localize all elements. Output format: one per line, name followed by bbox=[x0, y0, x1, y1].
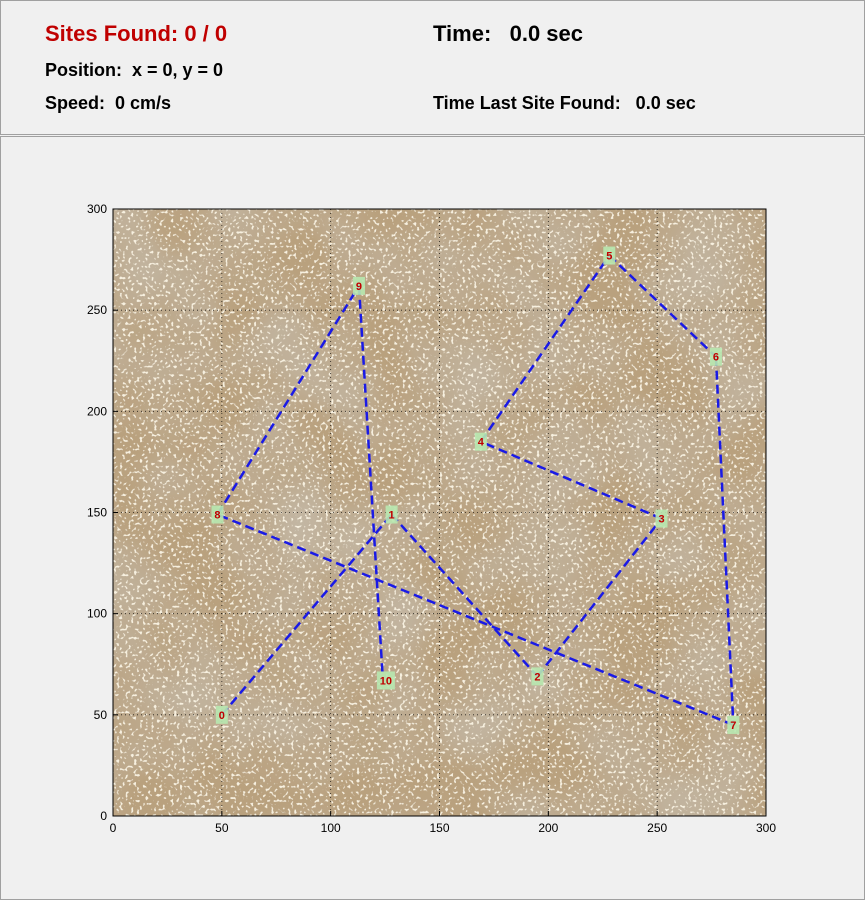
route-segment bbox=[480, 440, 663, 520]
route-segment bbox=[714, 356, 735, 726]
site-marker bbox=[531, 667, 544, 686]
route-segment bbox=[536, 517, 663, 678]
site-markers: 0 1 2 3 4 5 6 7 8 9 10 bbox=[211, 246, 740, 734]
site-label: 0 bbox=[219, 710, 225, 722]
x-tick-label: 300 bbox=[756, 821, 776, 835]
position-label: Position: x = 0, y = 0 bbox=[45, 60, 224, 80]
y-tick-label: 200 bbox=[87, 404, 107, 418]
site-marker bbox=[211, 505, 224, 524]
site-label: 3 bbox=[658, 514, 664, 526]
site-marker bbox=[727, 715, 740, 734]
y-tick-label: 150 bbox=[87, 506, 107, 520]
y-tick-label: 300 bbox=[87, 202, 107, 216]
site-label: 8 bbox=[214, 510, 220, 522]
speed-label: Speed: 0 cm/s bbox=[45, 93, 172, 113]
x-tick-label: 0 bbox=[110, 821, 117, 835]
site-marker bbox=[603, 246, 616, 265]
y-tick-label: 0 bbox=[100, 809, 107, 823]
y-tick-label: 100 bbox=[87, 607, 107, 621]
x-tick-label: 100 bbox=[321, 821, 341, 835]
route-segment bbox=[390, 513, 539, 678]
route-segment bbox=[608, 254, 717, 358]
site-marker bbox=[385, 505, 398, 524]
sites-found-label: Sites Found: 0 / 0 bbox=[45, 21, 228, 46]
site-label: 4 bbox=[478, 437, 485, 449]
x-tick-label: 250 bbox=[647, 821, 667, 835]
site-label: 6 bbox=[713, 352, 719, 364]
time-last-site-label: Time Last Site Found: 0.0 sec bbox=[433, 93, 696, 113]
route-segment bbox=[216, 285, 361, 516]
site-label: 10 bbox=[380, 675, 392, 687]
x-tick-label: 50 bbox=[215, 821, 229, 835]
site-label: 2 bbox=[534, 671, 540, 683]
site-marker bbox=[352, 276, 365, 295]
site-label: 9 bbox=[356, 281, 362, 293]
site-label: 1 bbox=[389, 510, 395, 522]
y-tick-label: 250 bbox=[87, 303, 107, 317]
site-marker bbox=[655, 509, 668, 528]
route-segment bbox=[217, 513, 734, 727]
site-label: 7 bbox=[730, 720, 736, 732]
route-segment bbox=[479, 254, 611, 443]
terrain-image bbox=[113, 209, 766, 816]
route-segment bbox=[357, 285, 385, 681]
site-marker bbox=[709, 347, 722, 366]
time-label: Time: 0.0 sec bbox=[433, 21, 584, 46]
site-label: 5 bbox=[606, 251, 612, 263]
y-tick-label: 50 bbox=[94, 708, 108, 722]
x-tick-label: 150 bbox=[429, 821, 449, 835]
site-marker bbox=[215, 705, 228, 724]
route-path bbox=[216, 254, 735, 727]
x-tick-label: 200 bbox=[538, 821, 558, 835]
route-segment bbox=[220, 513, 393, 716]
site-marker bbox=[376, 671, 395, 690]
site-marker bbox=[474, 432, 487, 451]
status-panel: Sites Found: 0 / 0 Time: 0.0 sec Positio… bbox=[0, 0, 865, 135]
